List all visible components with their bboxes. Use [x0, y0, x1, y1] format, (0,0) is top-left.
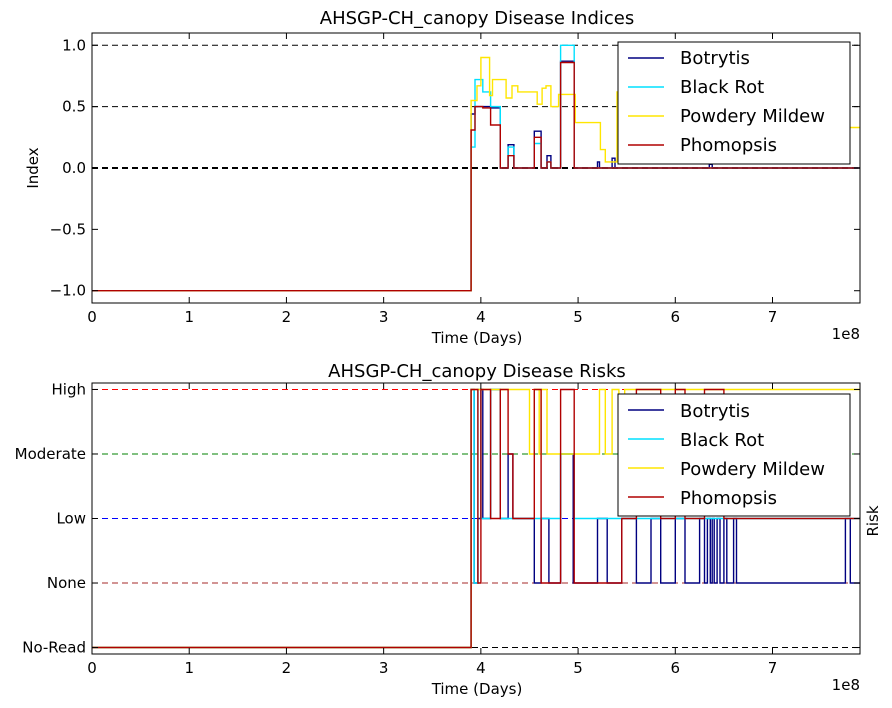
risks-legend-label-botrytis: Botrytis	[680, 401, 750, 422]
risks-y-tick-label-0: No-Read	[22, 639, 86, 657]
risks-y-tick-label-4: High	[52, 380, 86, 398]
risks-panel: AHSGP-CH_canopy Disease Risks 0 1 2 3 4 5 6 7 No…	[15, 361, 882, 698]
indices-y-tick-label-2: 0.0	[62, 159, 86, 177]
risks-x-tick-label-5: 5	[573, 659, 583, 677]
indices-x-tick-label-0: 0	[87, 308, 97, 326]
risks-legend-label-black-rot: Black Rot	[680, 430, 764, 451]
indices-y-tick-label-0: −1.0	[50, 282, 86, 300]
risks-legend-label-phomopsis: Phomopsis	[680, 488, 777, 509]
indices-title: AHSGP-CH_canopy Disease Indices	[320, 8, 634, 29]
indices-series-phomopsis	[92, 61, 860, 292]
indices-y-tick-label-1: −0.5	[50, 220, 86, 238]
indices-legend-label-phomopsis: Phomopsis	[680, 135, 777, 156]
risks-title: AHSGP-CH_canopy Disease Risks	[328, 361, 626, 382]
risks-x-tick-label-7: 7	[768, 659, 778, 677]
indices-x-tick-label-2: 2	[282, 308, 292, 326]
indices-legend: Botrytis Black Rot Powdery Mildew Phomop…	[617, 41, 851, 165]
indices-panel: AHSGP-CH_canopy Disease Indices 0 1 2 3 4 5 6 7…	[24, 8, 861, 347]
risks-x-tick-label-6: 6	[671, 659, 681, 677]
indices-ticks: 0 1 2 3 4 5 6 7 −1.0 −0.5 0.0 0.5 1.0	[50, 33, 860, 326]
indices-x-axis-label: Time (Days)	[431, 329, 523, 347]
indices-x-scale-label: 1e8	[832, 325, 860, 343]
risks-y-axis-label: Risk	[864, 505, 882, 536]
indices-legend-label-black-rot: Black Rot	[680, 77, 764, 98]
indices-x-tick-label-1: 1	[184, 308, 194, 326]
risks-y-tick-label-2: Low	[56, 510, 86, 528]
risks-x-tick-label-3: 3	[379, 659, 389, 677]
risks-y-tick-label-3: Moderate	[15, 445, 86, 463]
risks-legend-box	[617, 393, 851, 517]
indices-legend-box	[617, 41, 851, 165]
indices-legend-label-botrytis: Botrytis	[680, 48, 750, 69]
indices-x-tick-label-5: 5	[573, 308, 583, 326]
risks-x-tick-label-2: 2	[282, 659, 292, 677]
indices-x-tick-label-6: 6	[671, 308, 681, 326]
risks-x-tick-label-1: 1	[184, 659, 194, 677]
indices-legend-label-powdery-mildew: Powdery Mildew	[680, 106, 825, 127]
indices-y-tick-label-3: 0.5	[62, 98, 86, 116]
risks-x-axis-label: Time (Days)	[431, 680, 523, 698]
risks-legend: Botrytis Black Rot Powdery Mildew Phomop…	[617, 393, 851, 517]
risks-ticks: 0 1 2 3 4 5 6 7 No-Read None Low Moderate High	[15, 380, 860, 677]
indices-series	[92, 44, 860, 292]
indices-y-tick-label-4: 1.0	[62, 36, 86, 54]
indices-x-tick-label-3: 3	[379, 308, 389, 326]
indices-y-axis-label: Index	[24, 147, 42, 188]
risks-x-tick-label-0: 0	[87, 659, 97, 677]
indices-x-tick-label-4: 4	[476, 308, 486, 326]
risks-x-tick-label-4: 4	[476, 659, 486, 677]
risks-y-tick-label-1: None	[47, 574, 86, 592]
risks-legend-label-powdery-mildew: Powdery Mildew	[680, 459, 825, 480]
risks-x-scale-label: 1e8	[832, 676, 860, 694]
indices-x-tick-label-7: 7	[768, 308, 778, 326]
indices-series-powdery-mildew	[92, 56, 860, 292]
